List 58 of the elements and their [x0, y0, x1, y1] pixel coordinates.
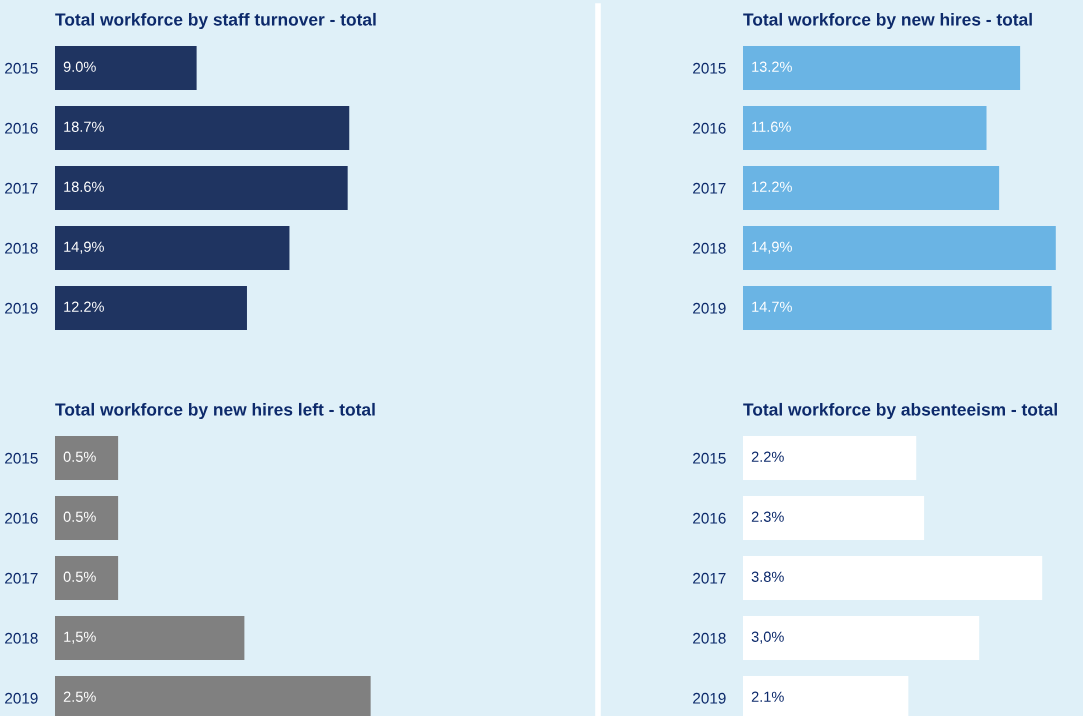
- y-tick-label: 2015: [693, 62, 726, 74]
- bar: [743, 106, 987, 150]
- data-label: 2.2%: [751, 451, 784, 462]
- bar: [743, 46, 1021, 90]
- chart-title: Total workforce by new hires left - total: [55, 402, 375, 420]
- y-tick-label: 2017: [693, 572, 726, 584]
- y-tick-label: 2018: [5, 632, 38, 644]
- data-label: 0.5%: [63, 571, 96, 582]
- data-label: 2.5%: [63, 691, 96, 702]
- bar: [743, 496, 925, 540]
- chart-title: Total workforce by new hires - total: [743, 12, 1032, 30]
- data-label: 18.6%: [64, 181, 104, 192]
- y-tick-label: 2015: [5, 62, 38, 74]
- data-label: 9.0%: [63, 61, 96, 72]
- y-tick-label: 2016: [693, 122, 726, 134]
- y-tick-label: 2015: [5, 452, 38, 464]
- data-label: 11.6%: [752, 121, 791, 132]
- y-tick-label: 2019: [5, 692, 38, 704]
- y-tick-label: 2018: [693, 632, 726, 644]
- bar: [55, 166, 348, 210]
- y-tick-label: 2016: [693, 512, 726, 524]
- bar: [743, 616, 980, 660]
- y-tick-label: 2019: [693, 692, 726, 704]
- y-tick-label: 2018: [693, 242, 726, 254]
- data-label: 2.1%: [751, 691, 784, 702]
- data-label: 13.2%: [752, 61, 792, 72]
- data-label: 14.7%: [752, 301, 792, 312]
- bar: [743, 286, 1052, 330]
- bar: [55, 286, 247, 330]
- bar: [55, 46, 197, 90]
- data-label: 1,5%: [64, 631, 96, 644]
- bar: [55, 106, 350, 150]
- bar: [743, 436, 917, 480]
- data-label: 3.8%: [751, 571, 784, 582]
- data-label: 12.2%: [64, 301, 104, 312]
- data-label: 3,0%: [751, 631, 784, 644]
- y-tick-label: 2016: [5, 512, 38, 524]
- y-tick-label: 2015: [693, 452, 726, 464]
- data-label: 2.3%: [751, 511, 784, 522]
- data-label: 18.7%: [64, 121, 104, 132]
- data-label: 14,9%: [64, 241, 104, 254]
- y-tick-label: 2017: [5, 182, 38, 194]
- data-label: 0.5%: [63, 511, 96, 522]
- chart-title: Total workforce by absenteeism - total: [743, 402, 1057, 420]
- y-tick-label: 2017: [693, 182, 726, 194]
- data-label: 12.2%: [752, 181, 792, 192]
- y-tick-label: 2019: [693, 302, 726, 314]
- data-label: 0.5%: [63, 451, 96, 462]
- bar: [743, 226, 1056, 270]
- chart-title: Total workforce by staff turnover - total: [55, 12, 376, 30]
- y-tick-label: 2018: [5, 242, 38, 254]
- bar: [55, 226, 290, 270]
- y-tick-label: 2017: [5, 572, 38, 584]
- y-tick-label: 2016: [5, 122, 38, 134]
- y-tick-label: 2019: [5, 302, 38, 314]
- bar: [743, 166, 1000, 210]
- data-label: 14,9%: [752, 241, 792, 254]
- bar: [743, 556, 1043, 600]
